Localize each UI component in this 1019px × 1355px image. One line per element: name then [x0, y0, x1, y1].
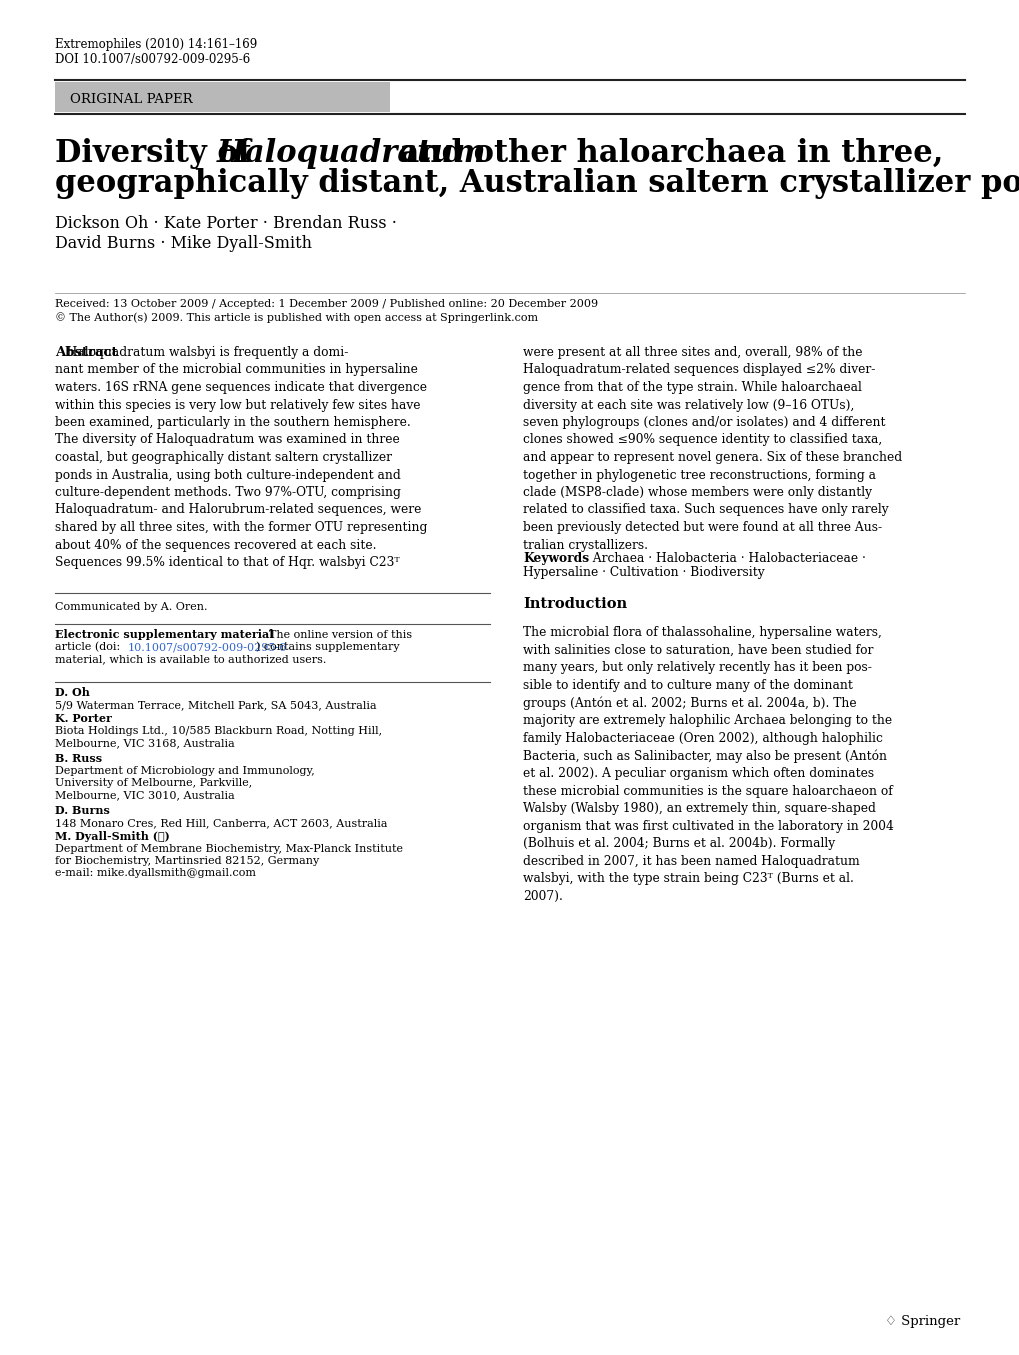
- Text: for Biochemistry, Martinsried 82152, Germany: for Biochemistry, Martinsried 82152, Ger…: [55, 856, 319, 866]
- Text: Melbourne, VIC 3010, Australia: Melbourne, VIC 3010, Australia: [55, 790, 234, 799]
- Text: Diversity of: Diversity of: [55, 138, 261, 169]
- Text: Extremophiles (2010) 14:161–169: Extremophiles (2010) 14:161–169: [55, 38, 257, 51]
- Text: article (doi:: article (doi:: [55, 642, 120, 652]
- Text: Introduction: Introduction: [523, 598, 627, 611]
- Text: Haloquadratum walsbyi is frequently a domi-
nant member of the microbial communi: Haloquadratum walsbyi is frequently a do…: [55, 346, 427, 569]
- Text: ORIGINAL PAPER: ORIGINAL PAPER: [70, 93, 193, 106]
- Text: and other haloarchaea in three,: and other haloarchaea in three,: [388, 138, 943, 169]
- Text: 148 Monaro Cres, Red Hill, Canberra, ACT 2603, Australia: 148 Monaro Cres, Red Hill, Canberra, ACT…: [55, 818, 387, 828]
- Text: The microbial flora of thalassohaline, hypersaline waters,
with salinities close: The microbial flora of thalassohaline, h…: [523, 626, 893, 902]
- Text: Communicated by A. Oren.: Communicated by A. Oren.: [55, 602, 207, 612]
- Text: Biota Holdings Ltd., 10/585 Blackburn Road, Notting Hill,: Biota Holdings Ltd., 10/585 Blackburn Ro…: [55, 726, 382, 736]
- Text: geographically distant, Australian saltern crystallizer ponds: geographically distant, Australian salte…: [55, 168, 1019, 199]
- Text: Abstract: Abstract: [55, 346, 117, 359]
- Text: K. Porter: K. Porter: [55, 713, 112, 724]
- Text: D. Oh: D. Oh: [55, 687, 90, 698]
- Bar: [55, 83, 389, 112]
- Text: DOI 10.1007/s00792-009-0295-6: DOI 10.1007/s00792-009-0295-6: [55, 53, 250, 66]
- Text: Department of Microbiology and Immunology,: Department of Microbiology and Immunolog…: [55, 766, 315, 776]
- Text: Hypersaline · Cultivation · Biodiversity: Hypersaline · Cultivation · Biodiversity: [523, 566, 764, 579]
- Text: Department of Membrane Biochemistry, Max-Planck Institute: Department of Membrane Biochemistry, Max…: [55, 844, 403, 854]
- Text: B. Russ: B. Russ: [55, 753, 102, 764]
- Text: David Burns · Mike Dyall-Smith: David Burns · Mike Dyall-Smith: [55, 234, 312, 252]
- Text: University of Melbourne, Parkville,: University of Melbourne, Parkville,: [55, 778, 252, 789]
- Text: M. Dyall-Smith (✉): M. Dyall-Smith (✉): [55, 831, 169, 841]
- Text: ) contains supplementary: ) contains supplementary: [256, 641, 399, 652]
- Text: Melbourne, VIC 3168, Australia: Melbourne, VIC 3168, Australia: [55, 738, 234, 748]
- Text: e-mail: mike.dyallsmith@gmail.com: e-mail: mike.dyallsmith@gmail.com: [55, 869, 256, 878]
- Text: Electronic supplementary material: Electronic supplementary material: [55, 629, 273, 640]
- Text: ♢ Springer: ♢ Springer: [883, 1314, 959, 1328]
- Text: © The Author(s) 2009. This article is published with open access at Springerlink: © The Author(s) 2009. This article is pu…: [55, 312, 538, 322]
- Text: 5/9 Waterman Terrace, Mitchell Park, SA 5043, Australia: 5/9 Waterman Terrace, Mitchell Park, SA …: [55, 701, 376, 710]
- Text: material, which is available to authorized users.: material, which is available to authoriz…: [55, 654, 326, 664]
- Text: 10.1007/s00792-009-0295-6: 10.1007/s00792-009-0295-6: [127, 642, 287, 652]
- Text: Received: 13 October 2009 / Accepted: 1 December 2009 / Published online: 20 Dec: Received: 13 October 2009 / Accepted: 1 …: [55, 299, 597, 309]
- Text: Keywords: Keywords: [523, 551, 589, 565]
- Text: Dickson Oh · Kate Porter · Brendan Russ ·: Dickson Oh · Kate Porter · Brendan Russ …: [55, 215, 396, 232]
- Text: D. Burns: D. Burns: [55, 805, 110, 816]
- Text: Haloquadratum: Haloquadratum: [217, 138, 486, 169]
- Text: were present at all three sites and, overall, 98% of the
Haloquadratum-related s: were present at all three sites and, ove…: [523, 346, 901, 551]
- Text: Archaea · Halobacteria · Halobacteriaceae ·: Archaea · Halobacteria · Halobacteriacea…: [585, 551, 865, 565]
- Text: The online version of this: The online version of this: [262, 630, 412, 640]
